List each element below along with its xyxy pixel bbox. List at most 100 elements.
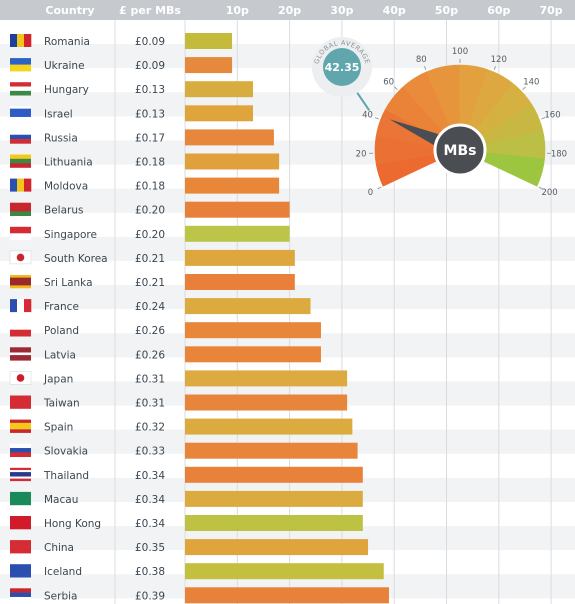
gauge-tick <box>493 66 497 71</box>
country-label: Israel <box>44 108 73 120</box>
flag-icon <box>10 299 32 313</box>
price-label: £0.09 <box>135 36 165 48</box>
table-row: South Korea £0.21 <box>9 249 295 266</box>
country-label: Singapore <box>44 229 97 241</box>
price-label: £0.20 <box>135 205 165 217</box>
price-label: £0.13 <box>135 84 165 96</box>
price-label: £0.31 <box>135 398 165 410</box>
gauge-tick <box>377 186 382 190</box>
gauge-tick <box>522 86 526 91</box>
price-label: £0.24 <box>135 301 165 313</box>
bar <box>185 105 253 122</box>
country-label: France <box>44 301 79 313</box>
country-label: Poland <box>44 325 79 337</box>
bar <box>185 539 369 556</box>
table-row: Hungary £0.13 <box>10 81 253 98</box>
global-average-badge <box>323 48 361 86</box>
gauge-tick-label: 100 <box>452 47 468 57</box>
bar <box>185 274 295 290</box>
price-label: £0.21 <box>135 253 165 265</box>
flag-icon <box>10 564 31 578</box>
table-row: Sri Lanka £0.21 <box>10 274 295 290</box>
flag-icon <box>10 58 31 72</box>
gauge-tick-label: 200 <box>541 188 557 198</box>
price-label: £0.09 <box>135 60 165 72</box>
table-row: Ukraine £0.09 <box>10 57 233 74</box>
flag-icon <box>9 250 32 265</box>
tick-label: 20p <box>278 4 301 17</box>
price-label: £0.32 <box>135 422 165 434</box>
gauge-tick-label: 40 <box>362 111 373 121</box>
price-label: £0.20 <box>135 229 165 241</box>
bar <box>185 515 363 531</box>
bar <box>185 57 233 74</box>
gauge-tick-label: 20 <box>356 150 367 160</box>
flag-icon <box>10 275 31 289</box>
price-label: £0.18 <box>135 157 165 169</box>
table-row: Japan £0.31 <box>9 370 348 387</box>
price-label: £0.18 <box>135 181 165 193</box>
gauge-tick-label: 120 <box>491 55 507 65</box>
gauge-hub <box>433 123 487 177</box>
flag-icon <box>9 371 32 385</box>
flag-icon <box>10 347 31 361</box>
table-row: Moldova £0.18 <box>10 177 280 194</box>
gauge-tick <box>541 117 546 120</box>
country-label: Russia <box>44 132 78 144</box>
gauge-tick-label: 180 <box>551 150 567 160</box>
global-average-value: 42.35 <box>325 61 360 74</box>
header-bar <box>0 0 575 20</box>
table-row: Hong Kong £0.34 <box>10 515 363 531</box>
price-label: £0.13 <box>135 108 165 120</box>
gauge: 020406080100120140160180200MBs42.35GLOBA… <box>312 37 567 198</box>
tick-label: 50p <box>435 4 458 17</box>
bar <box>185 153 280 170</box>
flag-icon <box>10 491 31 506</box>
country-label: Hungary <box>44 84 89 96</box>
table-row: Singapore £0.20 <box>10 225 290 242</box>
bar <box>185 201 290 218</box>
country-label: Belarus <box>44 205 83 217</box>
flag-icon <box>10 419 31 433</box>
country-label: Hong Kong <box>44 518 101 530</box>
gauge-tick-label: 60 <box>383 77 394 87</box>
table-row: Slovakia £0.33 <box>10 442 358 459</box>
country-label: Macau <box>44 494 78 506</box>
country-label: Lithuania <box>44 157 93 169</box>
country-label: Spain <box>44 422 73 434</box>
table-row: Spain £0.32 <box>10 418 353 435</box>
bar <box>185 563 384 580</box>
bar <box>185 370 348 387</box>
table-row: Russia £0.17 <box>10 129 274 146</box>
table-row: Macau £0.34 <box>10 490 363 507</box>
bar <box>185 81 253 98</box>
table-row: Thailand £0.34 <box>10 466 363 483</box>
bar <box>185 466 363 483</box>
tick-label: 40p <box>383 4 406 17</box>
tick-label: 30p <box>330 4 353 17</box>
flag-icon <box>10 443 31 457</box>
price-label: £0.26 <box>135 325 165 337</box>
country-label: Japan <box>43 373 73 385</box>
country-label: Moldova <box>44 181 88 193</box>
flag-icon <box>10 130 31 144</box>
flag-icon <box>10 540 31 554</box>
table-row: Iceland £0.38 <box>10 563 384 580</box>
country-label: Sri Lanka <box>44 277 93 289</box>
country-label: Ukraine <box>44 60 85 72</box>
price-label: £0.31 <box>135 373 165 385</box>
flag-icon <box>10 178 32 192</box>
flag-icon <box>10 323 31 337</box>
country-label: Iceland <box>44 566 82 578</box>
flag-icon <box>10 106 31 120</box>
price-label: £0.39 <box>135 590 165 602</box>
gauge-tick <box>423 66 427 71</box>
country-label: Slovakia <box>44 446 88 458</box>
bar <box>185 587 389 604</box>
gauge-tick-label: 140 <box>523 77 539 87</box>
flag-icon <box>10 516 31 530</box>
country-label: Thailand <box>43 470 89 482</box>
country-label: Romania <box>44 36 90 48</box>
bar <box>185 298 311 315</box>
table-row: Taiwan £0.31 <box>10 394 348 411</box>
